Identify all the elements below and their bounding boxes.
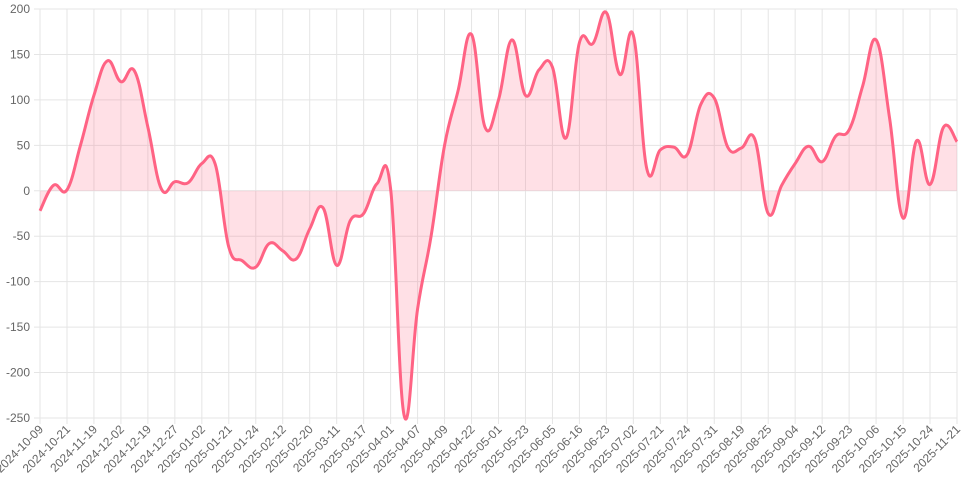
y-tick-label: 0	[23, 184, 30, 198]
y-tick-label: 200	[10, 2, 30, 16]
line	[38, 10, 959, 421]
y-tick-label: -100	[6, 275, 30, 289]
y-tick-label: 150	[10, 47, 30, 61]
y-tick-label: -250	[6, 411, 30, 425]
y-tick-label: -200	[6, 366, 30, 380]
y-tick-label: -150	[6, 320, 30, 334]
y-tick-label: -50	[13, 229, 31, 243]
y-tick-label: 50	[17, 138, 31, 152]
y-tick-label: 100	[10, 93, 30, 107]
